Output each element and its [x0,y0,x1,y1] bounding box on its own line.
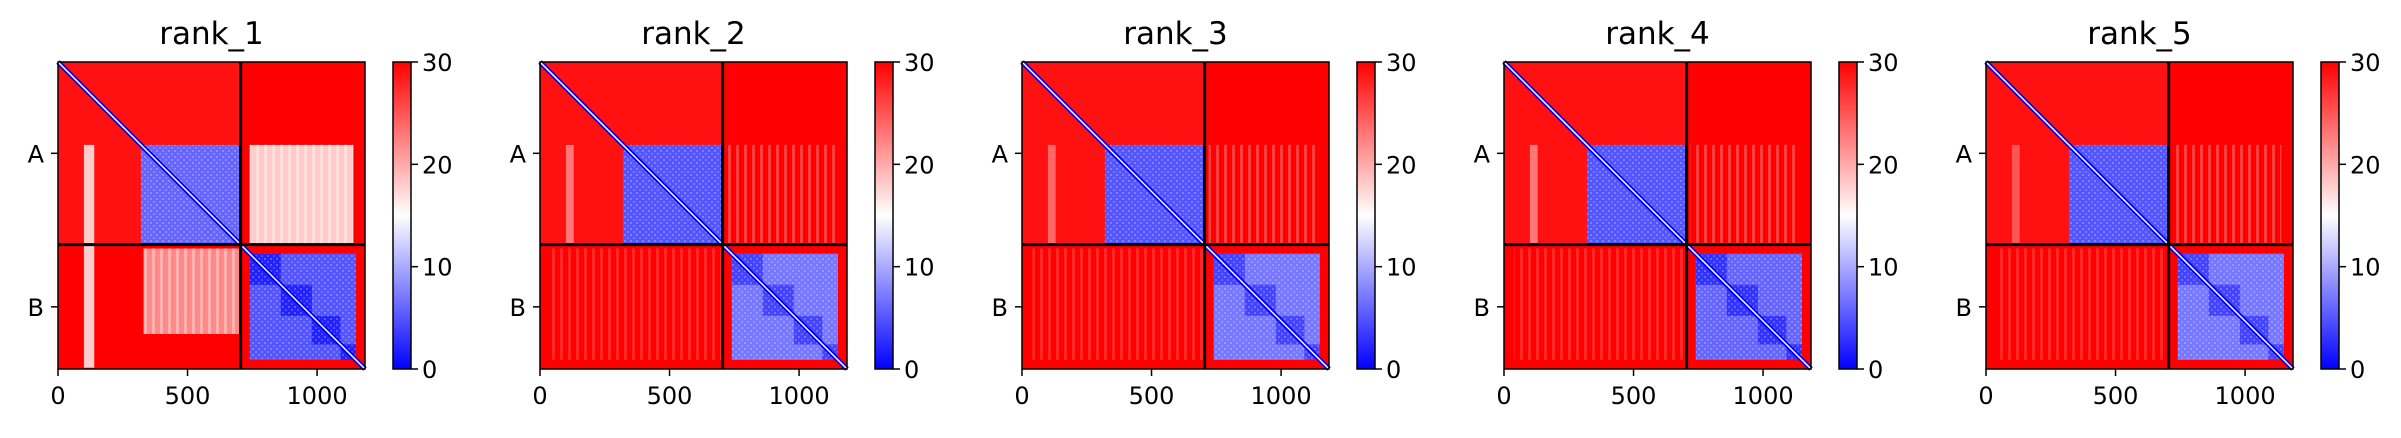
x-tick-label: 500 [1611,382,1657,410]
heatmap-interchain-stripe [1047,144,1056,245]
colorbar [875,62,893,369]
colorbar-frame [2320,61,2340,370]
x-tick-label: 1000 [287,382,348,410]
y-tick-label-B: B [1474,294,1490,322]
colorbar [393,62,411,369]
plot-frame [539,61,848,370]
x-tick-label: 1000 [769,382,830,410]
heatmap-diagonal-highlight [1503,61,1812,370]
x-tick-label: 1000 [1733,382,1794,410]
plot-frame [1503,61,1812,370]
panel-rank_4: rank_4 A B 0 500 1000 0 10 20 30 [1474,16,1899,410]
heatmap-interchain-texture-b [1514,248,1686,360]
colorbar-tick-label: 30 [2350,49,2381,77]
colorbar-tick-label: 10 [2350,254,2381,282]
heatmap-interchain-texture [1208,144,1318,245]
colorbar-tick-label: 10 [1868,254,1899,282]
colorbar [1839,62,1857,369]
heatmap-interchain-BA-texture [143,248,242,335]
colorbar-tick-label: 20 [422,151,453,179]
colorbar-tick-label: 30 [1386,49,1417,77]
colorbar-frame [1838,61,1858,370]
x-tick-label: 0 [1978,382,1993,410]
colorbar-tick-label: 0 [1386,356,1401,384]
x-tick-label: 500 [2093,382,2139,410]
y-tick-label-A: A [510,140,527,168]
heatmap-interchain-texture [726,144,836,245]
heatmap-interchain-texture-b [1996,248,2168,360]
colorbar-tick-label: 10 [1386,254,1417,282]
heatmap-diagonal-highlight [57,61,366,370]
colorbar-tick-label: 0 [2350,356,2365,384]
colorbar-tick-label: 20 [1868,151,1899,179]
x-tick-label: 1000 [2215,382,2276,410]
x-tick-label: 500 [1129,382,1175,410]
panel-title: rank_5 [2087,16,2192,52]
panel-title: rank_3 [1123,16,1228,52]
panel-rank_1: rank_1 A B 0 500 1000 0 10 20 30 [28,16,453,410]
colorbar-tick-label: 0 [904,356,919,384]
heatmap-diagonal-highlight [1021,61,1330,370]
heatmap-interchain-texture [2172,144,2282,245]
plot-frame [1021,61,1330,370]
x-tick-label: 0 [1014,382,1029,410]
heatmap-interchain-stripe [83,144,95,368]
heatmap-interchain-texture-b [1032,248,1204,360]
x-tick-label: 0 [1496,382,1511,410]
x-tick-label: 0 [532,382,547,410]
plot-frame [57,61,366,370]
panel-rank_3: rank_3 A B 0 500 1000 0 10 20 30 [992,16,1417,410]
heatmap-diagonal-highlight [539,61,848,370]
x-tick-label: 0 [50,382,65,410]
y-tick-label-B: B [992,294,1008,322]
heatmap-diagonal-highlight [1985,61,2294,370]
colorbar-frame [1356,61,1376,370]
heatmap-interchain-stripe [2011,144,2020,245]
colorbar-tick-label: 0 [1868,356,1883,384]
colorbar-tick-label: 30 [1868,49,1899,77]
y-tick-label-A: A [1474,140,1491,168]
x-tick-label: 1000 [1251,382,1312,410]
y-tick-label-A: A [1956,140,1973,168]
heatmap-interchain-texture [1690,144,1800,245]
heatmap-interchain-stripe [1529,144,1538,245]
colorbar-tick-label: 20 [904,151,935,179]
panel-rank_2: rank_2 A B 0 500 1000 0 10 20 30 [510,16,935,410]
y-tick-label-B: B [510,294,526,322]
colorbar-tick-label: 20 [2350,151,2381,179]
y-tick-label-A: A [28,140,45,168]
panel-rank_5: rank_5 A B 0 500 1000 0 10 20 30 [1956,16,2381,410]
y-tick-label-B: B [1956,294,1972,322]
colorbar [1357,62,1375,369]
y-tick-label-B: B [28,294,44,322]
colorbar-tick-label: 20 [1386,151,1417,179]
colorbar-tick-label: 10 [422,254,453,282]
heatmap-interchain-stripe [565,144,574,245]
colorbar [2321,62,2339,369]
x-tick-label: 500 [165,382,211,410]
colorbar-tick-label: 30 [422,49,453,77]
y-tick-label-A: A [992,140,1009,168]
colorbar-tick-label: 30 [904,49,935,77]
colorbar-frame [874,61,894,370]
heatmap-interchain-texture-b [550,248,722,360]
colorbar-tick-label: 0 [422,356,437,384]
panel-title: rank_4 [1605,16,1710,52]
plot-frame [1985,61,2294,370]
colorbar-tick-label: 10 [904,254,935,282]
x-tick-label: 500 [647,382,693,410]
heatmap-interchain-AB-texture [249,144,354,244]
colorbar-frame [392,61,412,370]
panel-title: rank_1 [159,16,264,52]
panel-title: rank_2 [641,16,746,52]
